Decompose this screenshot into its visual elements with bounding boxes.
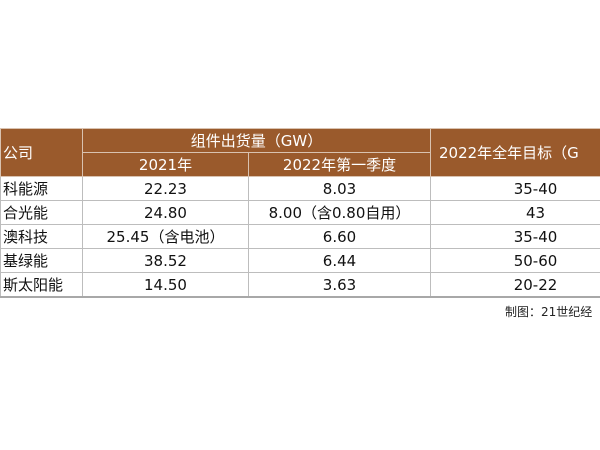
table-cell: 8.03 bbox=[248, 176, 431, 201]
table-body: 科能源 22.23 8.03 35-40 合光能 24.80 8.00（含0.80自用） 43… bbox=[0, 176, 600, 298]
table-row: 斯太阳能 14.50 3.63 20-22 bbox=[0, 272, 600, 298]
header-cell: 2021年 bbox=[82, 152, 249, 177]
table-cell: 6.44 bbox=[248, 248, 431, 273]
table-cell: 8.00（含0.80自用） bbox=[248, 200, 431, 225]
footer-note: 制图：21世纪经 bbox=[505, 305, 593, 319]
table-cell: 35-40 bbox=[430, 224, 600, 249]
table-row: 基绿能 38.52 6.44 50-60 bbox=[0, 248, 600, 273]
table-header: 公司 组件出货量（GW） 2022年全年目标（G 2021年 2022年第一季度 bbox=[0, 128, 600, 177]
header-cell: 2022年全年目标（G bbox=[430, 128, 600, 177]
table-row: 合光能 24.80 8.00（含0.80自用） 43 bbox=[0, 200, 600, 225]
table-container: 公司 组件出货量（GW） 2022年全年目标（G 2021年 2022年第一季度… bbox=[0, 128, 600, 328]
header-cell: 2022年第一季度 bbox=[248, 152, 431, 177]
table-cell: 24.80 bbox=[82, 200, 249, 225]
table-row: 科能源 22.23 8.03 35-40 bbox=[0, 176, 600, 201]
table-cell: 38.52 bbox=[82, 248, 249, 273]
table-cell: 科能源 bbox=[0, 176, 83, 201]
table-cell: 22.23 bbox=[82, 176, 249, 201]
table-cell: 25.45（含电池） bbox=[82, 224, 249, 249]
table-cell: 基绿能 bbox=[0, 248, 83, 273]
table-cell: 3.63 bbox=[248, 272, 431, 298]
table-cell: 澳科技 bbox=[0, 224, 83, 249]
table-row: 澳科技 25.45（含电池） 6.60 35-40 bbox=[0, 224, 600, 249]
header-cell: 公司 bbox=[0, 128, 83, 177]
table-cell: 35-40 bbox=[430, 176, 600, 201]
table-cell: 50-60 bbox=[430, 248, 600, 273]
table-cell: 14.50 bbox=[82, 272, 249, 298]
table-cell: 合光能 bbox=[0, 200, 83, 225]
table-cell: 6.60 bbox=[248, 224, 431, 249]
header-cell: 组件出货量（GW） bbox=[82, 128, 431, 153]
table-cell: 43 bbox=[430, 200, 600, 225]
table-cell: 20-22 bbox=[430, 272, 600, 298]
table-cell: 斯太阳能 bbox=[0, 272, 83, 298]
data-table: 公司 组件出货量（GW） 2022年全年目标（G 2021年 2022年第一季度… bbox=[0, 128, 600, 298]
